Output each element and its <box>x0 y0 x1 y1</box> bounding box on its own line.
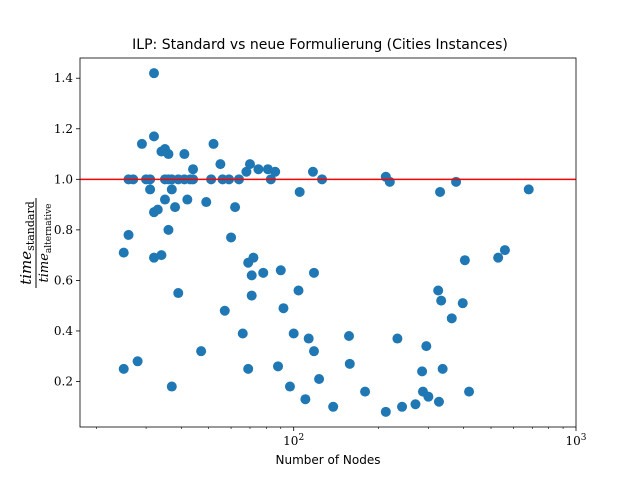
data-point <box>380 406 391 417</box>
data-point <box>156 250 167 261</box>
data-point <box>152 204 163 215</box>
data-point <box>284 381 295 392</box>
data-point <box>136 138 147 149</box>
data-point <box>215 159 226 170</box>
data-point <box>273 361 284 372</box>
x-tick-label: 102 <box>283 433 304 448</box>
data-point <box>392 333 403 344</box>
data-point <box>118 247 129 258</box>
y-tick-label: 0.8 <box>54 223 73 237</box>
data-point <box>166 381 177 392</box>
data-point <box>166 184 177 195</box>
data-point <box>219 305 230 316</box>
data-point <box>523 184 534 195</box>
data-point <box>499 245 510 256</box>
plot-area <box>79 57 577 428</box>
data-point <box>208 138 219 149</box>
data-point <box>163 224 174 235</box>
y-tick-label: 0.4 <box>54 324 73 338</box>
y-tick-label: 0.6 <box>54 273 73 287</box>
y-label-denominator: time <box>37 253 52 283</box>
data-point <box>314 373 325 384</box>
svg-text:timestandard: timestandard <box>17 201 37 285</box>
data-point <box>243 363 254 374</box>
data-point <box>293 285 304 296</box>
data-point <box>258 267 269 278</box>
data-point <box>433 285 444 296</box>
x-axis-label: Number of Nodes <box>276 453 381 467</box>
data-point <box>173 288 184 299</box>
y-tick-label: 1.2 <box>54 122 73 136</box>
data-point <box>360 386 371 397</box>
plot-frame <box>79 57 577 428</box>
data-point <box>246 270 257 281</box>
y-label-numerator: time <box>17 251 35 285</box>
data-point <box>307 166 318 177</box>
y-axis-label: timestandard timealternative <box>17 198 54 288</box>
data-point <box>493 252 504 263</box>
data-point <box>149 131 159 142</box>
data-point <box>275 265 286 276</box>
data-point <box>294 186 305 197</box>
y-tick-label: 1.4 <box>54 71 73 85</box>
y-axis: 0.2 0.4 0.6 0.8 1.0 1.2 1.4 <box>54 71 80 389</box>
data-point <box>410 399 421 410</box>
data-point <box>246 290 257 301</box>
y-tick-label: 0.2 <box>54 375 73 389</box>
data-point <box>464 386 475 397</box>
data-point <box>328 401 339 412</box>
data-point <box>159 194 170 205</box>
data-point <box>163 149 174 160</box>
data-point <box>118 363 129 374</box>
data-point <box>196 346 207 357</box>
data-point <box>241 166 252 177</box>
data-point <box>433 396 444 407</box>
data-point <box>244 159 255 170</box>
data-point <box>188 164 199 175</box>
data-point <box>344 358 355 369</box>
data-point <box>170 202 181 213</box>
data-point <box>288 328 299 339</box>
data-point <box>226 232 237 243</box>
data-point <box>123 229 134 240</box>
y-tick-label: 1.0 <box>54 172 73 186</box>
data-point <box>182 194 193 205</box>
data-point <box>344 331 354 342</box>
data-point <box>457 298 468 309</box>
data-point <box>459 255 470 266</box>
data-point <box>179 149 190 160</box>
y-label-numerator-sub: standard <box>24 201 37 251</box>
chart-title: ILP: Standard vs neue Formulierung (Citi… <box>132 37 508 53</box>
data-point <box>308 267 319 278</box>
x-axis: 102 103 <box>96 427 587 448</box>
data-point <box>384 176 395 187</box>
data-point <box>423 391 434 402</box>
data-point <box>145 184 156 195</box>
data-point <box>230 202 241 213</box>
data-point <box>436 295 447 306</box>
data-point <box>437 363 448 374</box>
data-point <box>300 394 311 405</box>
data-point <box>237 328 248 339</box>
data-point <box>421 341 432 352</box>
data-point <box>417 366 428 377</box>
data-point <box>435 186 446 197</box>
data-point <box>446 313 457 324</box>
data-point <box>303 333 314 344</box>
data-point <box>270 166 281 177</box>
data-point <box>308 346 319 357</box>
x-tick-label: 103 <box>565 433 586 448</box>
y-label-denominator-sub: alternative <box>44 204 54 254</box>
data-point <box>149 68 159 79</box>
data-point <box>278 303 289 314</box>
plot-background <box>80 58 576 427</box>
data-point <box>201 197 212 208</box>
data-point <box>253 164 264 175</box>
data-point <box>248 252 259 263</box>
data-point <box>451 176 462 187</box>
svg-text:timealternative: timealternative <box>37 204 54 283</box>
data-point <box>132 356 143 367</box>
data-point <box>397 401 408 412</box>
